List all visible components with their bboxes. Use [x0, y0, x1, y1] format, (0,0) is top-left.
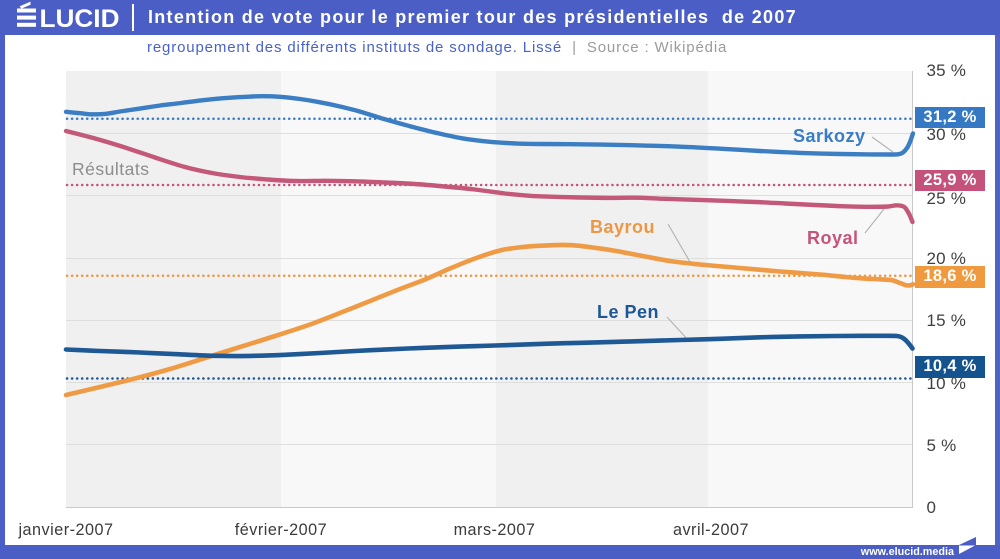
svg-text:LUCID: LUCID [40, 5, 120, 32]
